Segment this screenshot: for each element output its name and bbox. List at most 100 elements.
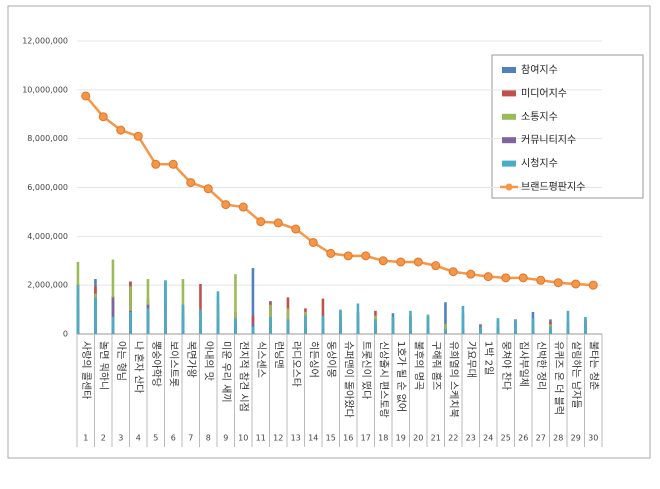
- line-marker: [168, 159, 178, 169]
- x-tick-label: 1호가 될 순 없어: [395, 341, 408, 412]
- line-marker: [518, 273, 528, 283]
- bar: [444, 302, 447, 334]
- rank-label: 8: [206, 434, 211, 443]
- legend-swatch: [502, 67, 516, 73]
- rank-label: 16: [343, 434, 353, 443]
- x-tick-label: 보이스트롯: [167, 341, 179, 387]
- line-marker: [203, 184, 213, 194]
- line-marker: [116, 125, 126, 135]
- legend-swatch: [502, 160, 516, 167]
- line-marker: [273, 218, 283, 228]
- x-tick-label: 슈퍼맨이 돌아왔다: [342, 341, 354, 418]
- line-marker: [291, 224, 301, 234]
- line-marker: [448, 267, 458, 277]
- bar: [164, 280, 167, 334]
- bar: [111, 259, 115, 334]
- rank-label: 12: [273, 434, 283, 443]
- rank-label: 28: [553, 434, 563, 443]
- bar: [111, 316, 115, 334]
- line-marker: [536, 275, 546, 285]
- bar: [514, 319, 517, 334]
- rank-label: 22: [448, 434, 458, 443]
- line-marker: [588, 280, 598, 290]
- y-tick-label: 2,000,000: [27, 281, 68, 290]
- x-tick-label: 뭉쳐야 찬다: [500, 341, 512, 390]
- x-tick-label: 살림하는 남자들: [570, 341, 583, 409]
- line-marker: [326, 248, 336, 258]
- line-marker: [571, 279, 581, 289]
- x-tick-label: 신박한 정리: [535, 341, 547, 390]
- rank-label: 1: [83, 434, 88, 443]
- legend-label: 참여지수: [521, 64, 558, 76]
- rank-label: 14: [308, 434, 318, 443]
- rank-label: 15: [326, 434, 336, 443]
- bar: [286, 319, 290, 334]
- x-tick-label: 아내의 맛: [202, 341, 214, 381]
- bar: [391, 316, 395, 334]
- legend-swatch: [502, 137, 516, 144]
- legend-label: 커뮤니티지수: [521, 134, 576, 146]
- x-tick-label: 뽕숭아학당: [150, 341, 162, 387]
- line-marker: [186, 178, 196, 188]
- line-marker: [431, 261, 441, 271]
- rank-label: 26: [518, 434, 528, 443]
- rank-label: 2: [101, 434, 106, 443]
- legend-label: 브랜드평판지수: [521, 181, 585, 193]
- x-tick-label: 전지적 참견 시점: [237, 341, 249, 412]
- bar: [199, 309, 202, 334]
- y-tick-label: 6,000,000: [27, 183, 68, 192]
- bar: [584, 316, 587, 334]
- bar: [531, 318, 535, 334]
- bar: [374, 319, 377, 334]
- x-tick-label: 놀면 뭐하니: [97, 341, 110, 390]
- line-marker: [133, 131, 143, 141]
- bar: [199, 283, 202, 334]
- line-marker: [553, 278, 563, 288]
- rank-label: 3: [118, 434, 123, 443]
- legend-label: 미디어지수: [521, 87, 567, 99]
- rank-label: 25: [501, 434, 511, 443]
- bar: [304, 315, 307, 334]
- bar: [321, 315, 325, 334]
- x-tick-label: 미운 우리 새끼: [220, 341, 232, 403]
- rank-label: 9: [223, 434, 228, 443]
- rank-label: 24: [483, 434, 493, 443]
- line-marker: [221, 200, 231, 210]
- rank-label: 13: [291, 434, 301, 443]
- line-marker: [466, 269, 476, 279]
- bar: [444, 329, 447, 334]
- bar: [251, 268, 255, 334]
- rank-label: 27: [536, 434, 546, 443]
- bar: [216, 291, 220, 334]
- rank-label: 6: [171, 434, 176, 443]
- x-tick-label: 히든싱어: [307, 341, 319, 378]
- bar: [111, 297, 115, 334]
- rank-label: 10: [238, 434, 248, 443]
- rank-label: 20: [413, 434, 423, 443]
- rank-label: 7: [188, 434, 193, 443]
- bar: [479, 326, 482, 334]
- rank-label: 30: [588, 434, 598, 443]
- x-tick-label: 사랑의 콜센타: [80, 341, 92, 399]
- y-tick-label: 8,000,000: [27, 134, 68, 143]
- bar: [549, 326, 552, 334]
- bar: [461, 305, 465, 334]
- bar: [426, 315, 430, 334]
- bar: [409, 310, 412, 334]
- rank-label: 23: [466, 434, 476, 443]
- x-tick-label: 불후의 명곡: [412, 341, 424, 390]
- rank-label: 19: [396, 434, 406, 443]
- line-marker: [501, 273, 511, 283]
- x-tick-label: 신상출시 편스토랑: [377, 341, 389, 418]
- rank-label: 18: [378, 434, 388, 443]
- rank-label: 21: [431, 434, 441, 443]
- rank-label: 11: [256, 434, 266, 443]
- line-marker: [308, 237, 318, 247]
- x-tick-label: 복면가왕: [185, 341, 197, 378]
- y-tick-label: 12,000,000: [22, 37, 68, 46]
- x-tick-label: 불타는 청춘: [587, 341, 599, 390]
- line-marker: [151, 159, 161, 169]
- x-tick-label: 나 혼자 산다: [132, 341, 145, 393]
- bar: [76, 285, 80, 334]
